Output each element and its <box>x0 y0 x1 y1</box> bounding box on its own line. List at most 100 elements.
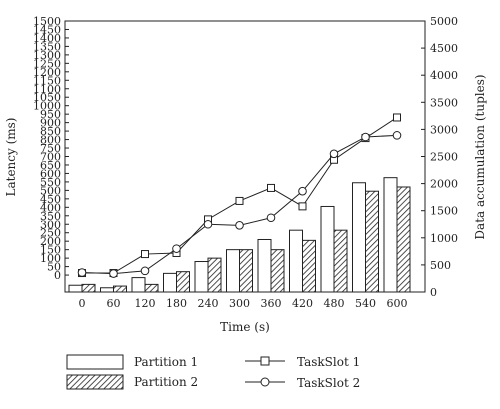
legend-swatch-partition-1 <box>66 354 124 370</box>
point-taskslot-1 <box>235 196 244 205</box>
bar-partition-1 <box>226 249 240 293</box>
x-tick-label: 540 <box>355 297 376 310</box>
left-tick-label: 500 <box>40 184 61 197</box>
right-tick-label: 1000 <box>430 232 458 245</box>
left-tick-label: 600 <box>40 167 61 180</box>
left-axis-ticks: 0501001502002503003504004505005506006507… <box>33 15 69 282</box>
point-taskslot-2 <box>109 269 118 278</box>
left-tick-label: 1350 <box>33 40 61 53</box>
x-tick-label: 120 <box>135 297 156 310</box>
right-tick-label: 2000 <box>430 178 458 191</box>
left-tick-label: 850 <box>40 125 61 138</box>
left-tick-label: 1150 <box>33 74 61 87</box>
legend-label-taskslot-2: TaskSlot 2 <box>297 376 360 390</box>
left-tick-label: 750 <box>40 142 61 155</box>
left-tick-label: 200 <box>40 235 61 248</box>
point-taskslot-2 <box>172 244 181 253</box>
left-tick-label: 1250 <box>33 57 61 70</box>
right-tick-label: 2500 <box>430 151 458 164</box>
left-tick-label: 1500 <box>33 15 61 28</box>
bar-partition-2 <box>81 283 96 293</box>
right-tick-label: 3500 <box>430 96 458 109</box>
left-tick-label: 300 <box>40 218 61 231</box>
left-tick-label: 150 <box>40 244 61 257</box>
left-tick-label: 550 <box>40 176 61 189</box>
bar-partition-2 <box>396 186 411 293</box>
x-tick-label: 480 <box>324 297 345 310</box>
legend: Partition 1 Partition 2 TaskSlot 1 TaskS… <box>66 354 360 390</box>
left-tick-label: 1200 <box>33 66 61 79</box>
x-tick-label: 360 <box>261 297 282 310</box>
point-taskslot-2 <box>140 266 150 276</box>
left-tick-label: 1050 <box>33 91 61 104</box>
left-tick-label: 900 <box>40 117 61 130</box>
right-axis-ticks: 0 500 1000 1500 2000 2500 3000 3500 4000 4500 5000 <box>421 15 458 299</box>
point-taskslot-2 <box>392 131 402 140</box>
point-taskslot-1 <box>298 202 307 211</box>
bar-partition-2 <box>207 257 222 293</box>
bar-partition-1 <box>100 287 114 293</box>
right-tick-label: 1500 <box>430 205 458 218</box>
legend-label-taskslot-1: TaskSlot 1 <box>297 355 360 369</box>
x-tick-label: 300 <box>229 297 250 310</box>
left-tick-label: 450 <box>40 193 61 206</box>
bar-partition-2 <box>113 285 127 293</box>
point-taskslot-2 <box>298 186 307 196</box>
legend-marker-taskslot-2 <box>260 377 270 387</box>
right-tick-label: 5000 <box>430 15 458 28</box>
right-tick-label: 0 <box>430 286 437 299</box>
point-taskslot-2 <box>235 221 244 230</box>
left-tick-label: 100 <box>40 252 61 265</box>
point-taskslot-2 <box>266 213 276 223</box>
bar-partition-1 <box>257 238 272 293</box>
point-taskslot-2 <box>77 268 87 277</box>
bar-partition-1 <box>383 177 398 293</box>
x-tick-label: 600 <box>387 297 408 310</box>
point-taskslot-1 <box>393 113 401 122</box>
right-tick-label: 3000 <box>430 123 458 136</box>
point-taskslot-2 <box>361 132 370 142</box>
x-axis-title: Time (s) <box>220 320 270 334</box>
bar-partition-1 <box>352 182 366 293</box>
left-tick-label: 250 <box>40 227 61 240</box>
bar-partition-2 <box>333 229 348 293</box>
bar-partition-2 <box>239 249 253 293</box>
bar-partition-2 <box>270 249 285 293</box>
x-axis-ticks: 0 60 120 180 240 300 360 420 480 540 600 <box>79 288 408 310</box>
left-tick-label: 1450 <box>33 23 61 36</box>
left-tick-label: 0 <box>54 269 61 282</box>
left-tick-label: 950 <box>40 108 61 121</box>
bar-partition-2 <box>144 283 159 293</box>
left-tick-label: 650 <box>40 159 61 172</box>
legend-label-partition-1: Partition 1 <box>134 355 198 369</box>
point-taskslot-1 <box>267 183 275 192</box>
left-tick-label: 700 <box>40 151 61 164</box>
left-tick-label: 1400 <box>33 32 61 45</box>
legend-swatch-partition-2 <box>66 374 124 390</box>
bar-partition-1 <box>163 272 177 293</box>
left-tick-label: 800 <box>40 134 61 147</box>
right-axis-title: Data accumulation (tuples) <box>473 74 487 239</box>
left-tick-label: 50 <box>47 261 61 274</box>
bar-partition-2 <box>176 271 190 293</box>
left-axis-title: Latency (ms) <box>4 118 18 197</box>
bar-partition-1 <box>320 205 335 293</box>
bars-layer <box>68 177 411 293</box>
left-tick-label: 350 <box>40 210 61 223</box>
right-tick-label: 500 <box>430 259 451 272</box>
x-tick-label: 60 <box>107 297 121 310</box>
point-taskslot-1 <box>141 250 149 259</box>
bar-partition-2 <box>365 190 379 293</box>
right-tick-label: 4500 <box>430 42 458 55</box>
lines-layer <box>77 113 402 278</box>
x-tick-label: 0 <box>79 297 86 310</box>
left-tick-label: 1000 <box>33 100 61 113</box>
legend-label-partition-2: Partition 2 <box>134 375 198 389</box>
point-taskslot-2 <box>329 149 339 159</box>
bar-partition-2 <box>302 239 316 293</box>
right-tick-label: 4000 <box>430 69 458 82</box>
x-tick-label: 240 <box>198 297 219 310</box>
left-tick-label: 1300 <box>33 49 61 62</box>
bar-partition-1 <box>131 277 146 293</box>
left-tick-label: 1100 <box>33 83 61 96</box>
